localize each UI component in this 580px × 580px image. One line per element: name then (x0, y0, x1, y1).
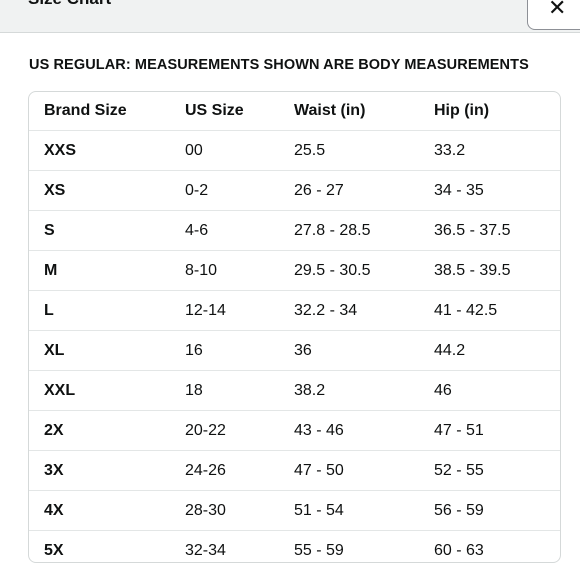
cell-waist: 51 - 54 (294, 490, 434, 531)
cell-brand-size: S (29, 210, 185, 251)
cell-brand-size: 4X (29, 490, 185, 531)
cell-brand-size: M (29, 250, 185, 291)
cell-hip: 38.5 - 39.5 (434, 250, 560, 291)
cell-us-size: 00 (185, 130, 294, 171)
header-waist: Waist (in) (294, 92, 434, 131)
cell-us-size: 28-30 (185, 490, 294, 531)
cell-us-size: 18 (185, 370, 294, 411)
table-row: M 8-10 29.5 - 30.5 38.5 - 39.5 (29, 250, 560, 291)
size-table: Brand Size US Size Waist (in) Hip (in) X… (29, 92, 560, 563)
cell-us-size: 32-34 (185, 541, 226, 559)
table-row: XXS 00 25.5 33.2 (29, 130, 560, 171)
cell-waist: 43 - 46 (294, 410, 434, 451)
cell-brand-size: L (29, 290, 185, 331)
cell-us-size: 0-2 (185, 170, 294, 211)
table-row: S 4-6 27.8 - 28.5 36.5 - 37.5 (29, 210, 560, 251)
close-icon: ✕ (548, 0, 567, 20)
cell-waist: 27.8 - 28.5 (294, 210, 434, 251)
cell-hip: 60 - 63 (434, 541, 484, 559)
cell-hip: 47 - 51 (434, 410, 560, 451)
cell-waist: 47 - 50 (294, 450, 434, 491)
table-row: XL 16 36 44.2 (29, 330, 560, 371)
cell-brand-size: XXS (29, 130, 185, 171)
close-button[interactable]: ✕ (527, 0, 580, 30)
cell-us-size: 24-26 (185, 450, 294, 491)
cell-hip: 44.2 (434, 330, 560, 371)
modal-title: Size Chart (28, 0, 111, 9)
cell-hip: 34 - 35 (434, 170, 560, 211)
table-row: 3X 24-26 47 - 50 52 - 55 (29, 450, 560, 491)
table-row: L 12-14 32.2 - 34 41 - 42.5 (29, 290, 560, 331)
cell-hip: 46 (434, 370, 560, 411)
table-row: 4X 28-30 51 - 54 56 - 59 (29, 490, 560, 531)
cell-waist: 55 - 59 (294, 541, 344, 559)
header-brand-size: Brand Size (29, 92, 185, 131)
cell-brand-size: 2X (29, 410, 185, 451)
cell-waist: 36 (294, 330, 434, 371)
cell-brand-size: 3X (29, 450, 185, 491)
cell-us-size: 8-10 (185, 250, 294, 291)
cell-hip: 52 - 55 (434, 450, 560, 491)
cell-hip: 41 - 42.5 (434, 290, 560, 331)
size-table-container: Brand Size US Size Waist (in) Hip (in) X… (28, 91, 561, 563)
cell-hip: 56 - 59 (434, 490, 560, 531)
table-row: 5X 32-34 55 - 59 60 - 63 (29, 531, 560, 563)
table-row: XS 0-2 26 - 27 34 - 35 (29, 170, 560, 211)
measurement-note: US REGULAR: MEASUREMENTS SHOWN ARE BODY … (29, 57, 529, 73)
cell-waist: 38.2 (294, 370, 434, 411)
cell-hip: 33.2 (434, 130, 560, 171)
header-hip: Hip (in) (434, 92, 560, 131)
cell-brand-size: XXL (29, 370, 185, 411)
table-header-row: Brand Size US Size Waist (in) Hip (in) (29, 92, 560, 131)
table-row: XXL 18 38.2 46 (29, 370, 560, 411)
cell-us-size: 12-14 (185, 290, 294, 331)
cell-waist: 25.5 (294, 130, 434, 171)
cell-brand-size: XS (29, 170, 185, 211)
cell-waist: 29.5 - 30.5 (294, 250, 434, 291)
cell-us-size: 16 (185, 330, 294, 371)
cell-waist: 32.2 - 34 (294, 290, 434, 331)
cell-waist: 26 - 27 (294, 170, 434, 211)
cell-us-size: 20-22 (185, 410, 294, 451)
cell-us-size: 4-6 (185, 210, 294, 251)
modal-header: Size Chart ✕ (0, 0, 580, 33)
header-us-size: US Size (185, 92, 294, 131)
cell-brand-size: XL (29, 330, 185, 371)
cell-brand-size: 5X (44, 541, 64, 559)
cell-hip: 36.5 - 37.5 (434, 210, 560, 251)
table-row: 2X 20-22 43 - 46 47 - 51 (29, 410, 560, 451)
